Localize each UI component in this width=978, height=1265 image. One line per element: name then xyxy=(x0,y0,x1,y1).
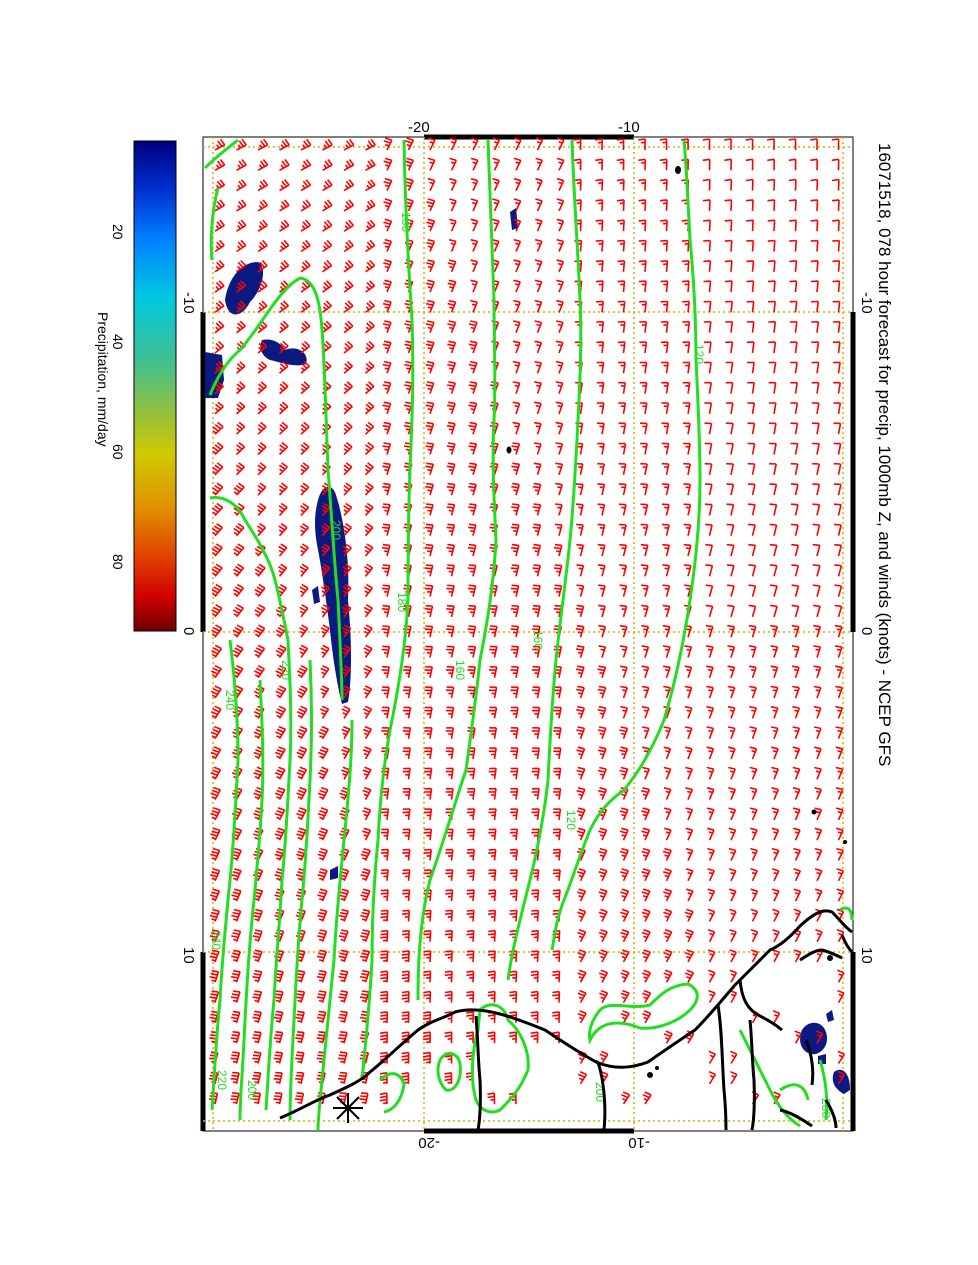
colorbar-tick: 40 xyxy=(110,334,126,350)
colorbar-gradient xyxy=(133,140,177,632)
lon-tick-left: 0 xyxy=(180,627,197,635)
colorbar-tick: 80 xyxy=(110,554,126,570)
lon-tick-left: 10 xyxy=(180,947,197,964)
lon-tick-right: 10 xyxy=(858,947,875,964)
colorbar-label: Precipitation, mm/day xyxy=(95,312,111,447)
lat-tick-top: -10 xyxy=(618,119,640,136)
map-title: 16071518, 078 hour forecast for precip, … xyxy=(875,143,894,766)
coast-dots xyxy=(506,166,847,1078)
contour-label: 200 xyxy=(245,1080,259,1100)
contour-label: 240 xyxy=(209,930,223,950)
height-contours xyxy=(203,138,854,1131)
lat-tick-bottom: -20 xyxy=(418,1134,440,1151)
contour-label: 240 xyxy=(223,690,237,710)
graticule xyxy=(203,137,853,1131)
colorbar-tick: 20 xyxy=(110,224,126,240)
coastlines xyxy=(279,909,854,1131)
contour-label: 120 xyxy=(692,344,706,364)
contour-label: 160 xyxy=(453,660,467,680)
contour-label: 220 xyxy=(279,660,293,680)
lat-tick-bottom: -10 xyxy=(628,1134,650,1151)
precip-patches xyxy=(205,208,850,1094)
lon-tick-right: 0 xyxy=(858,627,875,635)
colorbar: 20 40 60 80 Precipitation, mm/day xyxy=(95,140,177,632)
contour-labels: 120 120 160 160 180 180 200 220 240 240 … xyxy=(209,212,833,1118)
contour-label: 120 xyxy=(564,810,578,830)
contour-label: 180 xyxy=(399,212,413,232)
lon-tick-right: -10 xyxy=(858,292,875,314)
contour-label: 200 xyxy=(329,520,343,540)
lon-tick-left: -10 xyxy=(180,292,197,314)
contour-label: 180 xyxy=(395,592,409,612)
colorbar-tick: 60 xyxy=(110,444,126,460)
map-frame xyxy=(200,134,856,1134)
wind-barbs xyxy=(208,137,846,1105)
lat-tick-top: -20 xyxy=(408,119,430,136)
axis-ticks: -10 0 10 -10 0 10 -20 -10 -20 -10 xyxy=(180,119,875,1151)
contour-label: 220 xyxy=(215,1070,229,1090)
asterisk-marker-icon xyxy=(333,1093,363,1123)
contour-label: 160 xyxy=(531,630,545,650)
